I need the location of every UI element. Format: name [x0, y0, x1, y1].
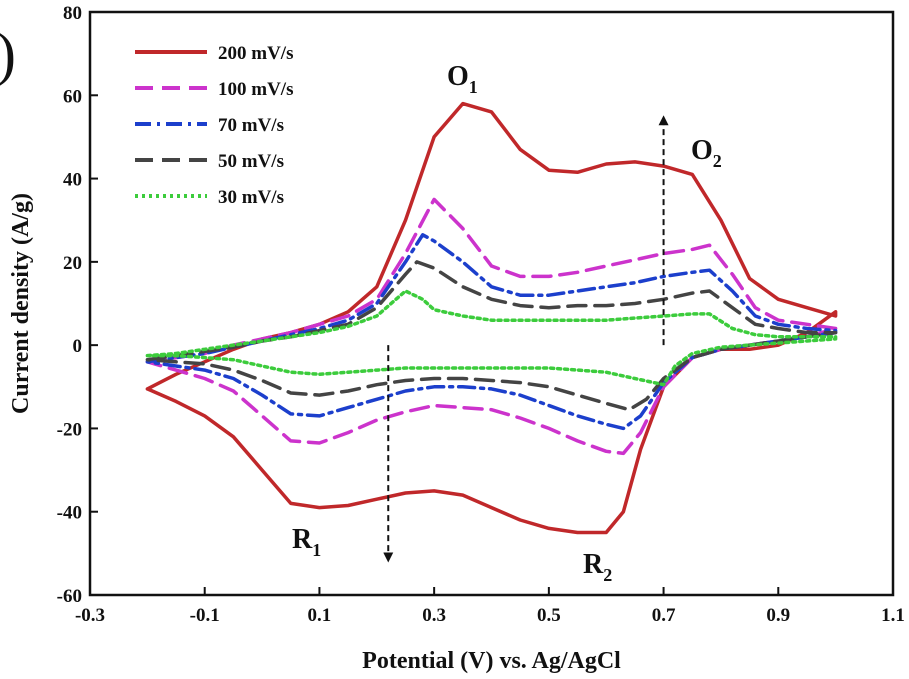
- y-tick-label: 0: [73, 336, 83, 357]
- legend-label: 50 mV/s: [218, 151, 284, 172]
- x-axis-label: Potential (V) vs. Ag/AgCl: [362, 648, 621, 674]
- x-tick-label: -0.3: [75, 605, 105, 626]
- peak-label-o1: O1: [447, 61, 478, 97]
- peak-label-r1: R1: [292, 524, 321, 560]
- x-tick-label: 0.1: [308, 605, 332, 626]
- legend: 200 mV/s 100 mV/s 70 mV/s 50 mV/s 30 mV/s: [135, 43, 293, 208]
- scan-rate-arrows: [383, 115, 669, 563]
- series-line-5: [145, 289, 838, 387]
- x-tick-label: 0.7: [652, 605, 676, 626]
- legend-label: 30 mV/s: [218, 187, 284, 208]
- legend-label: 200 mV/s: [218, 43, 293, 64]
- y-tick-label: -20: [57, 419, 82, 440]
- y-tick-label: 20: [63, 253, 82, 274]
- peak-annotations: O1 O2 R1 R2: [292, 61, 722, 585]
- legend-label: 100 mV/s: [218, 79, 293, 100]
- series-lines: [145, 101, 838, 535]
- y-tick-label: 80: [63, 3, 82, 24]
- x-tick-label: 0.9: [766, 605, 790, 626]
- peak-label-r2: R2: [583, 549, 612, 585]
- plot-frame: [88, 10, 895, 597]
- x-tick-label: -0.1: [190, 605, 220, 626]
- x-tick-labels: -0.3 -0.1 0.1 0.3 0.5 0.7 0.9 1.1: [75, 605, 905, 626]
- series-line-1: [145, 101, 838, 535]
- y-tick-labels: 80 60 40 20 0 -20 -40 -60: [57, 3, 82, 607]
- y-tick-label: -40: [57, 503, 82, 524]
- x-tick-label: 0.5: [537, 605, 561, 626]
- x-tick-label: 1.1: [881, 605, 905, 626]
- series-line-2: [145, 197, 838, 456]
- y-tick-label: 40: [63, 170, 82, 191]
- legend-label: 70 mV/s: [218, 115, 284, 136]
- series-line-4: [145, 260, 838, 412]
- peak-label-o2: O2: [691, 135, 722, 171]
- y-axis-label: Current density (A/g): [8, 193, 34, 414]
- y-tick-label: 60: [63, 86, 82, 107]
- y-tick-label: -60: [57, 586, 82, 607]
- x-tick-label: 0.3: [422, 605, 446, 626]
- panel-mark: ): [0, 21, 16, 87]
- series-line-3: [145, 233, 838, 431]
- axis-ticks: [89, 11, 894, 596]
